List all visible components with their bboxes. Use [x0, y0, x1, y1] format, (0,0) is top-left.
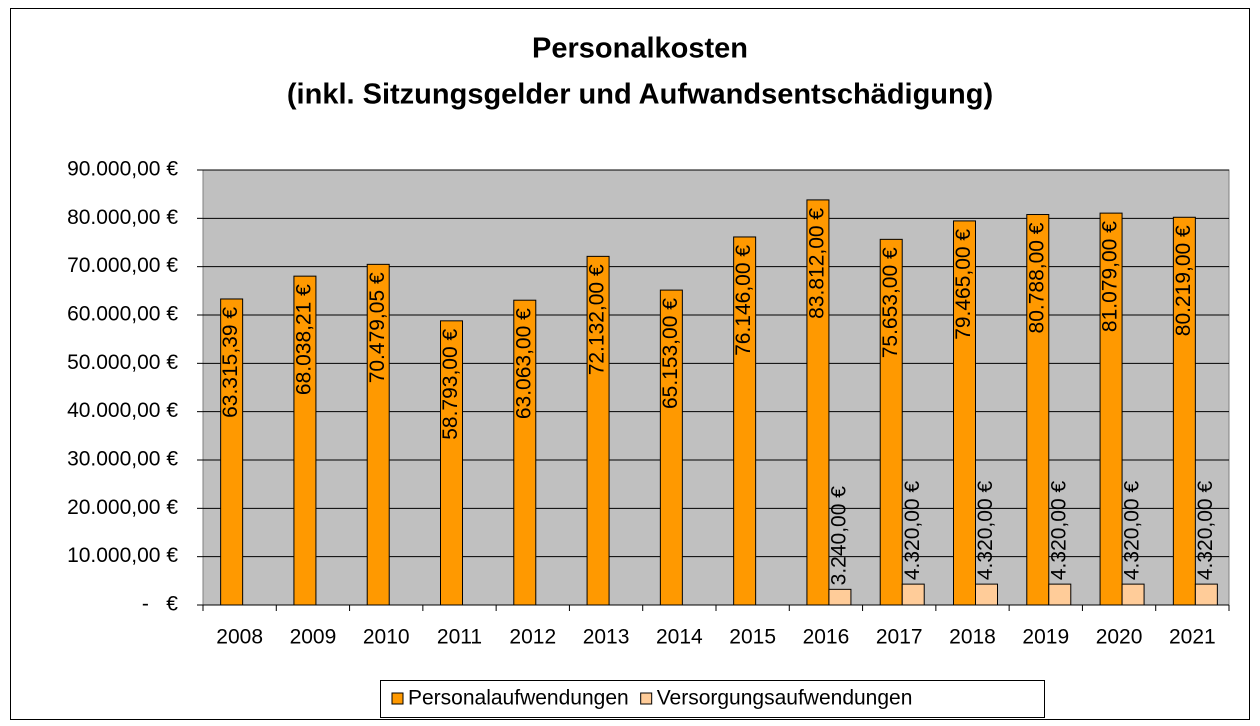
- data-label: 80.219,00 €: [1172, 225, 1195, 336]
- legend-label: Personalaufwendungen: [408, 687, 629, 710]
- x-tick-label: 2014: [656, 626, 703, 649]
- legend-label: Versorgungsaufwendungen: [657, 687, 913, 710]
- x-tick-label: 2010: [363, 626, 410, 649]
- bar: [1121, 583, 1145, 606]
- y-tick-label: 10.000,00 €: [67, 544, 178, 567]
- bar: [293, 275, 317, 606]
- x-tick-label: 2016: [803, 626, 850, 649]
- bar: [659, 289, 683, 606]
- bar: [440, 320, 463, 606]
- x-tick-label: 2011: [437, 626, 482, 649]
- data-label: 68.038,21 €: [292, 284, 315, 395]
- data-label: 4.320,00 €: [901, 481, 924, 581]
- data-label: 72.132,00 €: [586, 264, 609, 375]
- data-label: 58.793,00 €: [439, 329, 462, 440]
- data-label: 83.812,00 €: [805, 208, 828, 319]
- bar: [1026, 214, 1050, 606]
- x-tick-label: 2012: [509, 626, 556, 649]
- bar: [586, 255, 610, 606]
- bar: [220, 298, 244, 606]
- bar: [513, 299, 537, 606]
- x-tick-label: 2009: [290, 626, 337, 649]
- legend-swatch: [640, 692, 653, 705]
- y-tick-label: 40.000,00 €: [67, 399, 178, 422]
- legend-box: [380, 680, 1045, 718]
- x-tick-label: 2018: [949, 626, 996, 649]
- x-tick-label: 2021: [1169, 626, 1216, 649]
- bar: [806, 199, 830, 606]
- data-label: 65.153,00 €: [659, 298, 682, 409]
- data-label: 63.063,00 €: [512, 308, 535, 419]
- y-tick-label: 70.000,00 €: [67, 254, 178, 277]
- bar: [1194, 583, 1218, 606]
- data-label: 80.788,00 €: [1025, 222, 1048, 333]
- y-tick-label: 20.000,00 €: [67, 496, 178, 519]
- x-tick-label: 2015: [729, 626, 776, 649]
- data-label: 4.320,00 €: [1121, 481, 1144, 581]
- y-tick-label: 90.000,00 €: [67, 158, 178, 181]
- bar: [828, 588, 852, 606]
- bar: [901, 583, 925, 606]
- bar: [953, 220, 976, 606]
- x-tick-label: 2008: [216, 626, 263, 649]
- bar: [1099, 212, 1123, 606]
- legend-swatch: [391, 692, 404, 705]
- x-tick-label: 2020: [1096, 626, 1143, 649]
- bar: [975, 583, 998, 606]
- x-tick-label: 2019: [1022, 626, 1069, 649]
- bar: [1172, 216, 1196, 606]
- data-label: 75.653,00 €: [879, 247, 902, 358]
- data-label: 3.240,00 €: [827, 486, 850, 586]
- y-tick-label: 80.000,00 €: [67, 206, 178, 229]
- x-tick-label: 2017: [876, 626, 923, 649]
- chart-title: Personalkosten: [532, 33, 748, 65]
- y-tick-label: 50.000,00 €: [67, 351, 178, 374]
- data-label: 79.465,00 €: [952, 229, 975, 340]
- bar: [733, 236, 757, 606]
- y-tick-label: 30.000,00 €: [67, 448, 178, 471]
- data-label: 81.079,00 €: [1099, 221, 1122, 332]
- data-label: 63.315,39 €: [219, 307, 242, 418]
- bar: [366, 263, 390, 606]
- data-label: 4.320,00 €: [1047, 481, 1070, 581]
- data-label: 70.479,05 €: [366, 272, 389, 383]
- bar: [879, 238, 903, 606]
- plot-area: [202, 169, 1230, 606]
- y-tick-label: - €: [142, 593, 178, 616]
- data-label: 4.320,00 €: [1194, 481, 1217, 581]
- chart-subtitle: (inkl. Sitzungsgelder und Aufwandsentsch…: [287, 79, 993, 111]
- bar: [1048, 583, 1072, 606]
- data-label: 76.146,00 €: [732, 245, 755, 356]
- y-tick-label: 60.000,00 €: [67, 303, 178, 326]
- data-label: 4.320,00 €: [974, 481, 997, 581]
- x-tick-label: 2013: [583, 626, 630, 649]
